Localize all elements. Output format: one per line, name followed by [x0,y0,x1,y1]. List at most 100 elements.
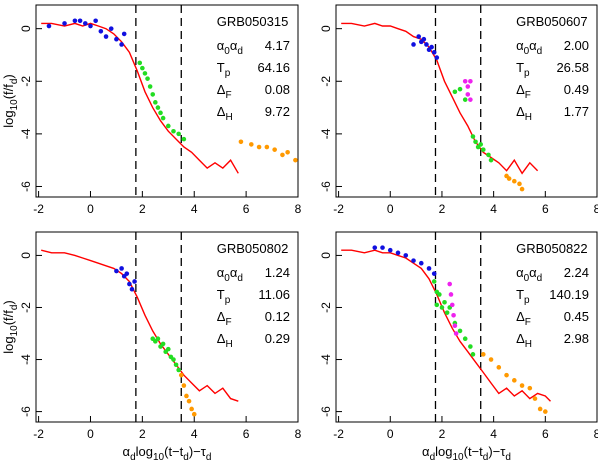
data-point [486,152,491,158]
text-part: α [516,38,524,53]
data-point [124,271,130,276]
param-label: α0αd [516,265,542,284]
x-tick-label: 6 [243,202,250,216]
data-point [158,110,163,116]
text-part: Δ [516,82,525,97]
data-point [429,44,434,50]
subscript: d [130,452,136,463]
text-part: Δ [217,309,226,324]
data-point [150,92,156,97]
param-value: 2.24 [564,265,589,280]
subscript: H [225,339,232,350]
subscript: 0 [524,46,530,57]
subscript: d [483,452,489,463]
text-part: log [136,444,153,459]
text-part: log [1,336,16,353]
data-point [434,55,440,60]
data-point [453,331,459,336]
param-value: 0.45 [564,309,589,324]
data-point [431,279,437,284]
text-part: T [516,60,524,75]
data-point [462,97,468,102]
param-value: 2.98 [564,331,589,346]
y-tick-label: -4 [19,354,33,365]
panel-title: GRB050607 [516,14,588,29]
data-point [519,186,525,192]
data-point [411,42,416,47]
data-point [519,383,525,388]
data-point [171,128,176,134]
data-point [280,152,285,158]
data-point [468,78,473,84]
x-tick-label: 2 [139,202,146,216]
data-point [448,292,454,297]
x-tick-label: 8 [594,427,598,441]
y-axis-label: log10(f/fd) [1,300,20,354]
subscript: p [524,295,530,306]
data-point [395,250,401,256]
text-part: Δ [516,331,525,346]
x-tick-label: 4 [490,427,497,441]
data-point [46,23,52,29]
subscript: H [525,339,532,350]
data-point [178,372,184,378]
data-point [372,245,378,250]
param-label: ΔF [217,309,232,328]
data-point [424,42,429,47]
data-point [171,357,176,362]
data-point [462,336,468,342]
data-point [129,286,135,292]
text-part: α [230,38,238,53]
param-value: 0.08 [265,82,290,97]
data-point [140,65,145,71]
subscript: d [237,273,243,284]
x-axis-label: αdlog10(t−td)−τd [123,444,212,463]
param-value: 64.16 [257,60,290,75]
data-point [451,312,456,318]
data-point [449,302,455,308]
param-label: ΔH [217,104,233,123]
param-value: 0.49 [564,82,589,97]
x-tick-label: 0 [387,202,394,216]
text-part: (t−t [164,444,184,459]
data-point [470,352,476,357]
text-part: α [217,265,225,280]
data-point [184,393,189,399]
data-point [421,36,427,42]
x-tick-label: 0 [387,427,394,441]
data-point [181,383,187,388]
param-label: Tp [516,287,530,306]
data-point [127,281,132,287]
data-point [442,299,447,305]
subscript: H [225,112,232,123]
y-tick-label: -6 [319,181,333,192]
param-label: α0αd [217,265,243,284]
subscript: d [9,79,20,85]
data-point [181,136,187,142]
text-part: Δ [217,104,226,119]
data-point [426,266,432,271]
x-tick-label: 6 [542,427,549,441]
data-point [186,398,192,404]
data-point [537,406,543,412]
data-point [176,131,181,137]
x-tick-label: 0 [87,427,94,441]
text-part: ) [1,74,16,78]
param-value: 0.12 [265,309,290,324]
param-label: ΔF [516,82,531,101]
x-tick-label: -2 [33,202,44,216]
plot-frame [35,4,299,198]
y-tick-label: 0 [19,252,33,259]
data-point [119,42,124,47]
data-point [532,396,538,401]
x-tick-label: 2 [439,427,446,441]
data-point [272,147,277,152]
data-point [411,258,416,263]
data-point [155,336,161,342]
subscript: 10 [9,99,20,111]
data-point [155,105,161,110]
subscript: d [206,452,212,463]
text-part: α [217,38,225,53]
param-value: 1.77 [564,104,589,119]
y-tick-label: -2 [319,302,333,313]
